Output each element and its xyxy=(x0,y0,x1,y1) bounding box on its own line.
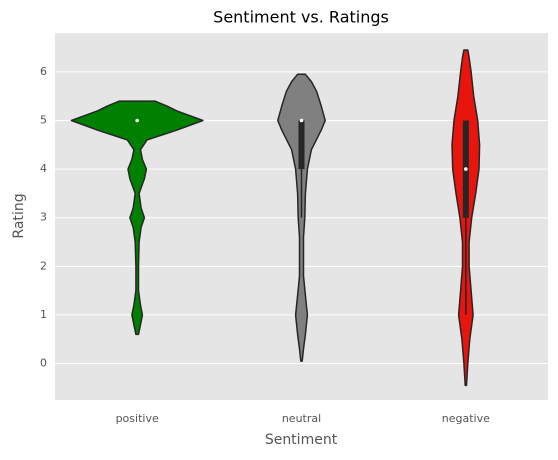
y-tick-label: 0 xyxy=(40,357,47,370)
median xyxy=(464,167,468,171)
y-tick-label: 4 xyxy=(40,162,47,175)
y-tick-label: 6 xyxy=(40,65,47,78)
y-tick-label: 3 xyxy=(40,211,47,224)
x-tick-label: negative xyxy=(442,412,490,425)
chart-title: Sentiment vs. Ratings xyxy=(213,8,389,27)
median xyxy=(299,118,304,123)
y-tick-label: 1 xyxy=(40,308,47,321)
x-tick-label: neutral xyxy=(282,412,321,425)
y-tick-label: 5 xyxy=(40,113,47,126)
median xyxy=(135,118,139,123)
violin-body xyxy=(70,100,204,336)
x-tick-label: positive xyxy=(116,412,159,425)
y-tick-label: 2 xyxy=(40,259,47,272)
y-axis-label: Rating xyxy=(11,193,27,238)
box xyxy=(298,120,305,170)
violins xyxy=(70,49,481,387)
x-axis-label: Sentiment xyxy=(265,432,338,448)
